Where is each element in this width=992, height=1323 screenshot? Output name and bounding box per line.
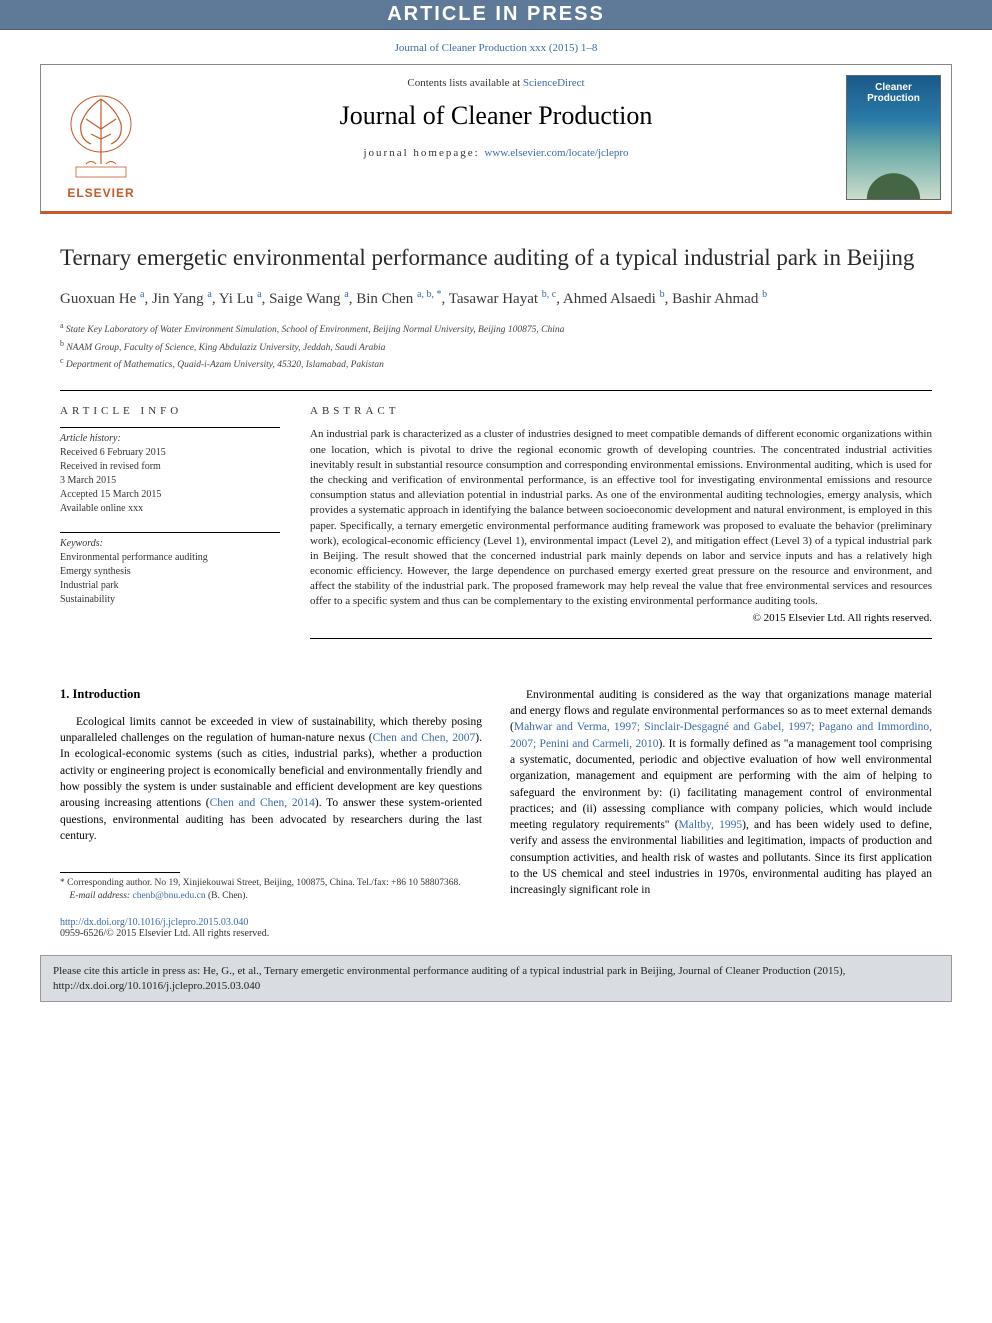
article-info-head: ARTICLE INFO xyxy=(60,405,280,417)
contents-lists-line: Contents lists available at ScienceDirec… xyxy=(41,77,951,89)
journal-cover-thumb[interactable]: CleanerProduction xyxy=(846,75,941,200)
in-press-banner: ARTICLE IN PRESS xyxy=(0,0,992,30)
cite-this-box: Please cite this article in press as: He… xyxy=(40,955,952,1003)
elsevier-tree-icon xyxy=(61,89,141,184)
email-line: E-mail address: chenb@bnu.edu.cn (B. Che… xyxy=(60,890,482,903)
affiliation-list: a State Key Laboratory of Water Environm… xyxy=(60,320,932,372)
homepage-link[interactable]: www.elsevier.com/locate/jclepro xyxy=(484,147,628,159)
intro-paragraph-2: Environmental auditing is considered as … xyxy=(510,687,932,899)
citation-link[interactable]: Maltby, 1995 xyxy=(679,819,743,831)
intro-heading: 1. Introduction xyxy=(60,687,482,702)
journal-reference: Journal of Cleaner Production xxx (2015)… xyxy=(0,30,992,64)
homepage-line: journal homepage: www.elsevier.com/locat… xyxy=(41,147,951,159)
sciencedirect-link[interactable]: ScienceDirect xyxy=(523,77,585,89)
journal-header: ELSEVIER Contents lists available at Sci… xyxy=(40,64,952,214)
abstract-head: ABSTRACT xyxy=(310,405,932,417)
doi-block: http://dx.doi.org/10.1016/j.jclepro.2015… xyxy=(0,903,992,947)
doi-link[interactable]: http://dx.doi.org/10.1016/j.jclepro.2015… xyxy=(60,917,248,928)
article-history: Article history: Received 6 February 201… xyxy=(60,427,280,516)
corresponding-author-note: * Corresponding author. No 19, Xinjiekou… xyxy=(60,877,482,890)
keywords-block: Keywords: Environmental performance audi… xyxy=(60,532,280,607)
elsevier-logo[interactable]: ELSEVIER xyxy=(51,75,151,200)
citation-link[interactable]: Chen and Chen, 2014 xyxy=(210,797,315,809)
email-link[interactable]: chenb@bnu.edu.cn xyxy=(132,891,205,901)
article-title: Ternary emergetic environmental performa… xyxy=(60,244,932,273)
intro-paragraph-1: Ecological limits cannot be exceeded in … xyxy=(60,714,482,845)
abstract-copyright: © 2015 Elsevier Ltd. All rights reserved… xyxy=(310,612,932,624)
cover-title: CleanerProduction xyxy=(867,82,920,104)
journal-name: Journal of Cleaner Production xyxy=(41,101,951,131)
abstract-text: An industrial park is characterized as a… xyxy=(310,427,932,609)
elsevier-label: ELSEVIER xyxy=(67,186,134,200)
author-list: Guoxuan He a, Jin Yang a, Yi Lu a, Saige… xyxy=(60,287,932,311)
citation-link[interactable]: Chen and Chen, 2007 xyxy=(373,732,476,744)
